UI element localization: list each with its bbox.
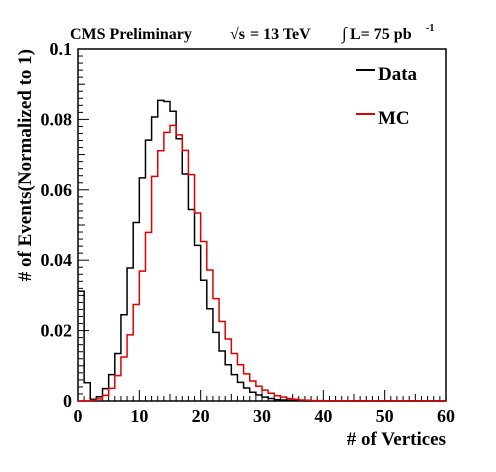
- series-mc-histogram: [78, 124, 446, 402]
- header-energy: = 13 TeV: [250, 26, 311, 43]
- y-axis-label: # of Events(Normalized to 1): [15, 49, 36, 281]
- header-lumi-exponent: -1: [426, 23, 434, 34]
- x-tick-label: 10: [130, 406, 148, 426]
- legend-mc-label: MC: [378, 108, 410, 129]
- x-tick-label: 20: [192, 406, 210, 426]
- y-tick-label: 0.1: [50, 39, 73, 59]
- series-data-histogram: [78, 99, 446, 402]
- y-tick-label: 0.04: [41, 250, 73, 270]
- y-tick-label: 0: [63, 391, 72, 411]
- y-tick-label: 0.02: [41, 321, 73, 341]
- header-energy-sqrt: √s: [230, 26, 245, 43]
- x-axis: 0 10 20 30 40 50 60: [74, 390, 455, 426]
- x-tick-label: 0: [74, 406, 83, 426]
- x-tick-label: 30: [253, 406, 271, 426]
- x-tick-label: 50: [376, 406, 394, 426]
- header-experiment: CMS Preliminary: [70, 26, 192, 43]
- chart-header: CMS Preliminary √s = 13 TeV ∫ L= 75 pb -…: [70, 23, 434, 44]
- header-lumi-integral: ∫: [341, 24, 348, 44]
- header-lumi: L= 75 pb: [350, 26, 412, 43]
- legend-data-label: Data: [378, 64, 418, 85]
- x-tick-label: 40: [314, 406, 332, 426]
- y-tick-label: 0.08: [41, 109, 73, 129]
- legend: Data MC: [356, 64, 418, 129]
- x-axis-label: # of Vertices: [347, 429, 446, 450]
- x-tick-label: 60: [437, 406, 455, 426]
- y-axis: 0 0.02 0.04 0.06 0.08 0.1: [41, 39, 89, 411]
- y-tick-label: 0.06: [41, 180, 73, 200]
